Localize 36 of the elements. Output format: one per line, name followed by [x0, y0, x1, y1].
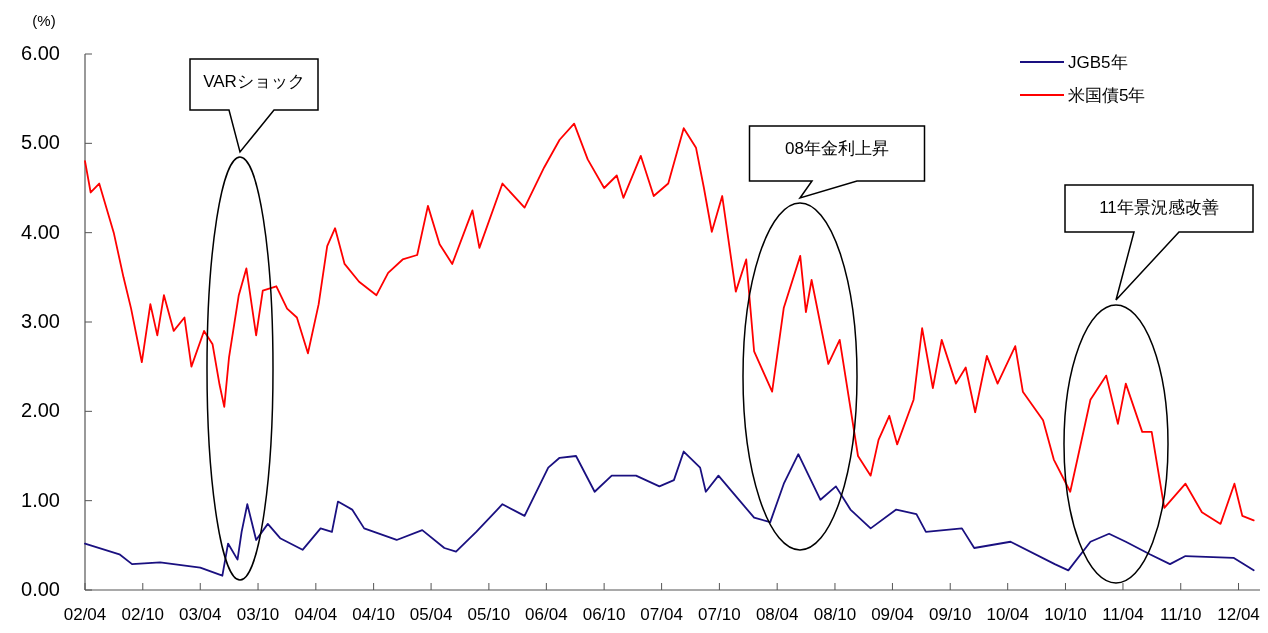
x-tick-label: 08/10 — [813, 605, 857, 624]
line-series — [84, 122, 1255, 525]
x-tick-label: 05/04 — [409, 605, 453, 624]
x-tick-label: 03/04 — [178, 605, 222, 624]
y-tick-label: 1.00 — [21, 488, 60, 511]
x-tick-label: 10/04 — [986, 605, 1029, 624]
x-tick-label: 11/10 — [1160, 605, 1202, 624]
y-axis-title: (%) — [32, 12, 56, 29]
x-tick-label: 06/10 — [582, 605, 626, 624]
x-tick-label: 03/10 — [236, 605, 280, 624]
x-tick-label: 10/10 — [1044, 605, 1087, 624]
x-tick-label: 09/04 — [871, 605, 914, 624]
x-tick-label: 12/04 — [1217, 605, 1260, 624]
legend-label: JGB5年 — [1068, 53, 1128, 72]
line-series — [84, 450, 1255, 577]
x-tick-label: 09/10 — [928, 605, 972, 624]
x-tick-label: 04/10 — [352, 605, 395, 624]
annotation: 11年景況感改善 — [1099, 198, 1219, 217]
x-tick-label: 02/04 — [63, 605, 107, 624]
annotation: 08年金利上昇 — [785, 139, 889, 158]
x-tick-label: 08/04 — [755, 605, 799, 624]
y-tick-label: 5.00 — [21, 131, 60, 154]
legend-label: 米国債5年 — [1068, 86, 1146, 105]
x-tick-label: 02/10 — [121, 605, 165, 624]
y-tick-label: 6.00 — [21, 42, 60, 64]
y-tick-label: 4.00 — [21, 220, 60, 243]
y-tick-label: 3.00 — [21, 310, 60, 332]
x-tick-label: 04/04 — [294, 605, 338, 624]
x-tick-label: 06/04 — [525, 605, 568, 624]
x-tick-label: 11/04 — [1102, 605, 1144, 624]
x-tick-label: 05/10 — [467, 605, 511, 624]
x-tick-label: 07/10 — [698, 605, 741, 624]
y-tick-label: 2.00 — [21, 399, 60, 422]
annotation: VARショック — [203, 72, 305, 91]
x-tick-label: 07/04 — [640, 605, 683, 624]
y-tick-label: 0.00 — [21, 578, 60, 600]
